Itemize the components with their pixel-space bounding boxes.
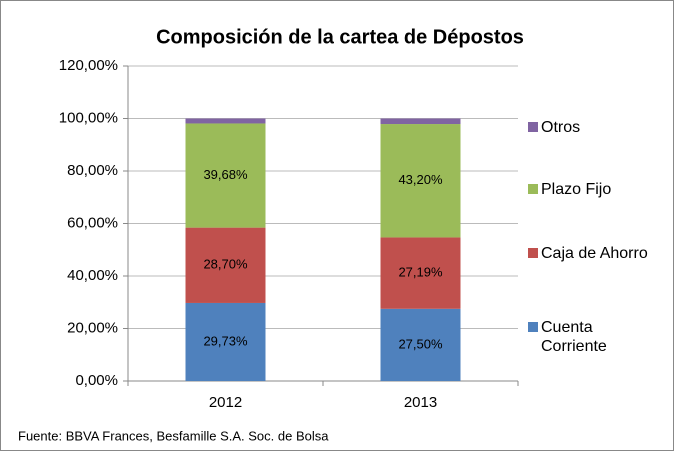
legend-label: Otros	[541, 119, 581, 136]
legend-item: Otros	[528, 118, 661, 137]
y-tick-label: 80,00%	[67, 162, 118, 179]
legend-label: Cuenta Corriente	[541, 319, 607, 355]
y-tick-label: 0,00%	[75, 372, 118, 389]
legend-label: Caja de Ahorro	[541, 245, 648, 262]
chart-title: Composición de la cartea de Dépostos	[156, 26, 524, 48]
bar-segment	[380, 237, 461, 309]
bar-segment	[185, 123, 266, 228]
y-tick-label: 20,00%	[67, 319, 118, 336]
bar-segment	[380, 308, 461, 381]
legend-swatch	[528, 322, 538, 332]
y-tick-label: 40,00%	[67, 267, 118, 284]
data-label: 39,68%	[203, 167, 248, 182]
y-tick-label: 100,00%	[59, 109, 118, 126]
bar-segment	[380, 118, 461, 125]
legend-item: Cuenta Corriente	[528, 318, 661, 356]
source-note: Fuente: BBVA Frances, Besfamille S.A. So…	[18, 428, 329, 443]
bar-segment	[185, 302, 266, 381]
bar-segment	[185, 118, 266, 124]
data-label: 29,73%	[203, 333, 248, 348]
data-label: 27,50%	[398, 336, 443, 351]
data-label: 43,20%	[398, 172, 443, 187]
x-tick-label: 2012	[209, 394, 242, 411]
legend-label: Plazo Fijo	[541, 181, 612, 198]
y-tick-label: 60,00%	[67, 214, 118, 231]
legend-swatch	[528, 122, 538, 132]
data-label: 28,70%	[203, 257, 248, 272]
bar-segment	[380, 124, 461, 238]
data-label: 27,19%	[398, 265, 443, 280]
y-tick-label: 120,00%	[59, 57, 118, 74]
legend-swatch	[528, 184, 538, 194]
legend-swatch	[528, 248, 538, 258]
legend-item: Plazo Fijo	[528, 180, 661, 199]
x-tick-label: 2013	[404, 394, 437, 411]
legend-item: Caja de Ahorro	[528, 244, 661, 263]
bar-segment	[185, 227, 266, 303]
